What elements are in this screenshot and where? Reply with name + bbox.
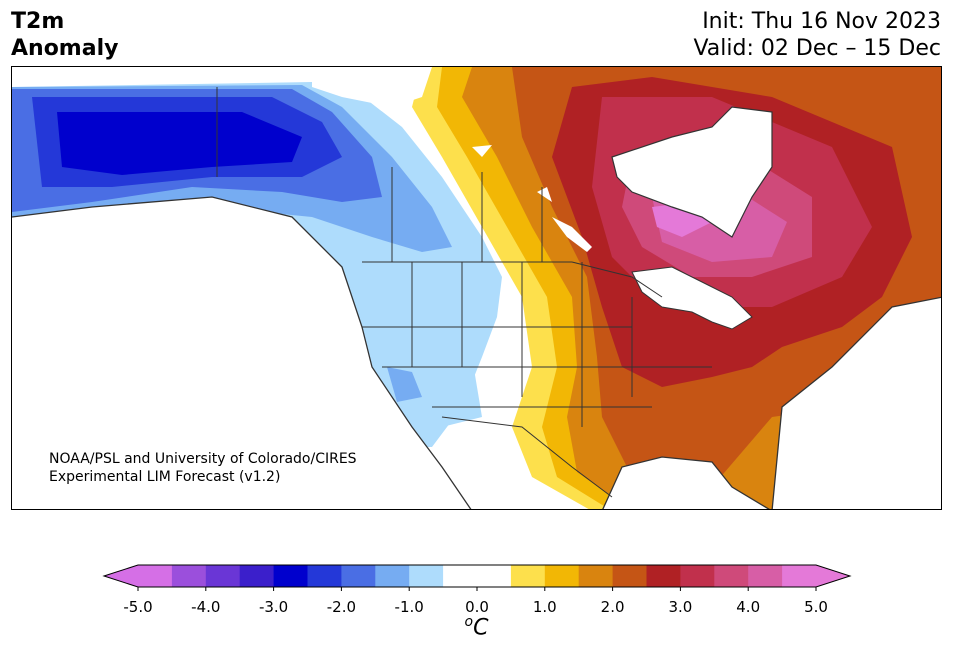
colorbar-tick-label: -5.0 — [123, 598, 152, 616]
colorbar-cell — [782, 565, 817, 587]
colorbar-cells — [102, 564, 852, 588]
valid-range: Valid: 02 Dec – 15 Dec — [693, 36, 941, 61]
init-date: Init: Thu 16 Nov 2023 — [702, 9, 941, 34]
colorbar-cell — [477, 565, 512, 587]
colorbar-cell — [375, 565, 410, 587]
colorbar-cell — [205, 565, 241, 587]
colorbar-tick-label: -1.0 — [395, 598, 424, 616]
credit-line-2: Experimental LIM Forecast (v1.2) — [49, 469, 281, 485]
colorbar-cell — [578, 565, 614, 587]
colorbar-tick-label: 4.0 — [736, 598, 760, 616]
canada-us-border-east — [571, 261, 663, 298]
colorbar-cell — [239, 565, 275, 587]
colorbar: -5.0 -4.0 -3.0 -2.0 -1.0 0.0 1.0 2.0 3.0 4.0 5.0 — [102, 564, 852, 616]
colorbar-tick-label: 1.0 — [533, 598, 557, 616]
anomaly-patch-west-us — [357, 317, 482, 427]
political-borders — [216, 87, 712, 498]
atlantic-ocean — [772, 297, 941, 509]
colorbar-tick-label: -4.0 — [191, 598, 220, 616]
colorbar-cell — [171, 565, 207, 587]
colorbar-extend-max — [816, 565, 850, 587]
colorbar-cell — [409, 565, 444, 587]
colorbar-cell — [680, 565, 715, 587]
pacific-ocean — [12, 197, 471, 509]
colorbar-cell — [307, 565, 342, 587]
colorbar-cell — [748, 565, 783, 587]
credit-text: NOAA/PSL and University of Colorado/CIRE… — [49, 450, 357, 486]
colorbar-cell — [341, 565, 376, 587]
colorbar-cell — [273, 565, 308, 587]
arctic-ocean — [312, 67, 432, 107]
us-state-lines-ew — [362, 326, 712, 408]
colorbar-cell — [544, 565, 580, 587]
colorbar-tick-label: 5.0 — [804, 598, 828, 616]
anomaly-map — [11, 66, 942, 510]
colorbar-tick-label: 0.0 — [465, 598, 489, 616]
colorbar-cell — [612, 565, 647, 587]
hudson-bay — [611, 106, 773, 238]
colorbar-cell — [714, 565, 749, 587]
coastline — [12, 196, 941, 509]
colorbar-tick-label: -3.0 — [259, 598, 288, 616]
colorbar-tick-label: 3.0 — [668, 598, 692, 616]
anomaly-band-neg-2.5 — [57, 112, 302, 175]
title-variable: T2m — [11, 9, 65, 34]
map-title: T2m Anomaly — [11, 8, 118, 62]
colorbar-cell — [510, 565, 546, 587]
title-type: Anomaly — [11, 36, 119, 61]
credit-line-1: NOAA/PSL and University of Colorado/CIRE… — [49, 451, 357, 467]
map-svg — [12, 67, 941, 509]
unit-superscript: o — [464, 614, 474, 630]
gulf-of-mexico — [602, 457, 769, 509]
colorbar-cell — [646, 565, 681, 587]
colorbar-cell — [138, 565, 173, 587]
colorbar-cell — [443, 565, 478, 587]
forecast-dates: Init: Thu 16 Nov 2023 Valid: 02 Dec – 15… — [693, 8, 941, 62]
canadian-provinces — [391, 167, 543, 262]
unit-base: C — [473, 615, 489, 641]
colorbar-extend-min — [104, 565, 138, 587]
us-mexico-border — [441, 416, 613, 498]
colorbar-tick-label: 2.0 — [601, 598, 625, 616]
colorbar-unit: oC — [0, 614, 953, 640]
us-state-lines-ns — [411, 262, 633, 427]
canadian-lakes — [472, 145, 592, 252]
great-lakes — [631, 266, 753, 330]
anomaly-patch-west-us-2 — [387, 367, 422, 402]
colorbar-tick-label: -2.0 — [327, 598, 356, 616]
colorbar-ticks: -5.0 -4.0 -3.0 -2.0 -1.0 0.0 1.0 2.0 3.0 4.0 5.0 — [123, 587, 828, 616]
